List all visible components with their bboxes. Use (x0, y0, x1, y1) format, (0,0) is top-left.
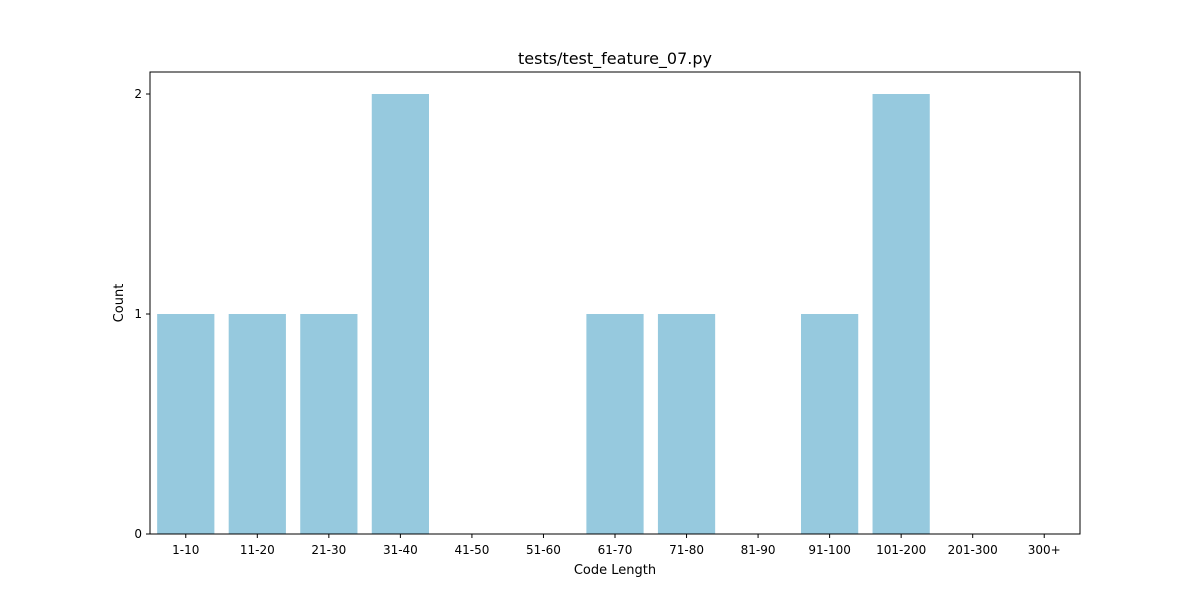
x-tick-label: 101-200 (876, 543, 926, 557)
x-tick-label: 41-50 (454, 543, 489, 557)
x-tick-label: 51-60 (526, 543, 561, 557)
bars-group (157, 94, 930, 534)
x-tick-label: 61-70 (598, 543, 633, 557)
bar-1-10 (157, 314, 215, 534)
y-tick-label: 1 (134, 307, 142, 321)
x-tick-label: 21-30 (311, 543, 346, 557)
bar-21-30 (300, 314, 358, 534)
bar-31-40 (371, 94, 429, 534)
x-tick-label: 1-10 (172, 543, 199, 557)
x-tick-label: 300+ (1028, 543, 1061, 557)
bar-71-80 (657, 314, 716, 534)
x-tick-label: 11-20 (240, 543, 275, 557)
x-tick-label: 201-300 (948, 543, 998, 557)
bar-61-70 (586, 314, 644, 534)
x-tick-label: 71-80 (669, 543, 704, 557)
y-axis-ticks: 0 1 2 (134, 87, 150, 541)
y-tick-label: 2 (134, 87, 142, 101)
x-tick-label: 31-40 (383, 543, 418, 557)
plot-area-frame (149, 71, 1081, 535)
bar-101-200 (872, 94, 930, 534)
x-axis-ticks: 1-10 11-20 21-30 31-40 41-50 51-60 61-70 71-80 8… (172, 534, 1061, 557)
x-tick-label: 91-100 (808, 543, 851, 557)
bar-11-20 (228, 314, 286, 534)
y-axis-label: Count (112, 284, 127, 323)
chart-title: tests/test_feature_07.py (518, 49, 712, 69)
x-axis-label: Code Length (574, 563, 656, 578)
y-tick-label: 0 (134, 527, 142, 541)
x-tick-label: 81-90 (741, 543, 776, 557)
bar-91-100 (801, 314, 859, 534)
